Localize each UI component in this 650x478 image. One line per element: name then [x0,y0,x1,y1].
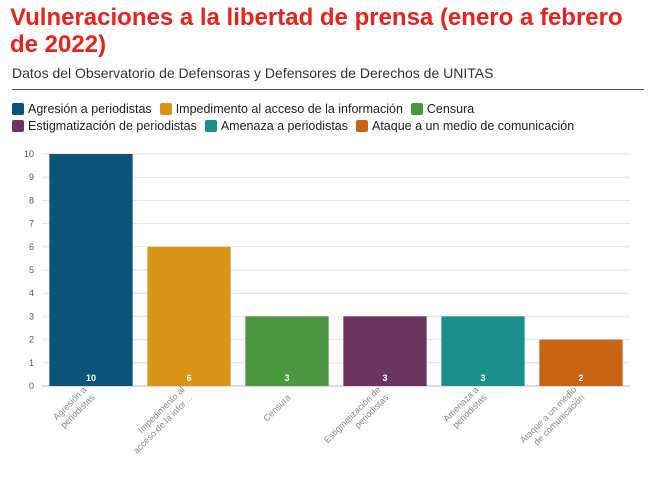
y-tick-label: 1 [29,358,34,368]
legend-label: Impedimento al acceso de la información [175,102,403,116]
data-label: 3 [284,373,289,383]
x-tick-label: Censura [261,392,292,423]
data-label: 2 [578,373,583,383]
x-tick-label-line: Censura [261,392,292,423]
legend-swatch [12,103,24,115]
legend-item[interactable]: Estigmatización de periodistas [12,119,197,133]
y-tick-label: 6 [29,242,34,252]
data-label: 3 [480,373,485,383]
legend-swatch [356,120,368,132]
y-tick-label: 7 [29,219,34,229]
data-label: 6 [186,373,191,383]
legend-label: Censura [426,102,475,116]
y-tick-label: 2 [29,335,34,345]
legend-label: Estigmatización de periodistas [28,119,197,133]
bar [343,316,427,386]
legend-swatch [159,103,172,115]
bar [245,316,329,386]
legend-label: Ataque a un medio de comunicación [372,119,575,133]
header-divider [12,89,644,90]
legend-swatch [410,103,423,115]
y-tick-label: 4 [29,288,34,298]
data-label: 3 [382,373,387,383]
bar [441,316,525,386]
legend-item[interactable]: Ataque a un medio de comunicación [356,119,574,133]
y-tick-label: 8 [29,195,34,205]
legend-item[interactable]: Censura [410,102,475,116]
chart-subtitle: Datos del Observatorio de Defensoras y D… [12,65,494,81]
bar [539,339,623,386]
legend-swatch [204,120,217,132]
bar [147,246,231,386]
y-tick-label: 5 [29,265,34,275]
y-tick-label: 3 [29,311,34,321]
chart-title: Vulneraciones a la libertad de prensa (e… [10,4,623,58]
legend-swatch [12,120,24,132]
legend-item[interactable]: Agresión a periodistas [12,102,152,116]
legend-label: Agresión a periodistas [28,102,152,116]
legend: Agresión a periodistas Impedimento al acc… [12,102,642,133]
legend-label: Amenaza a periodistas [220,119,348,133]
legend-item[interactable]: Amenaza a periodistas [204,119,348,133]
y-tick-label: 9 [29,172,34,182]
y-tick-label: 10 [24,149,34,159]
legend-item[interactable]: Impedimento al acceso de la información [159,102,403,116]
bar [49,154,133,386]
data-label: 10 [86,373,96,383]
y-tick-label: 0 [29,381,34,391]
